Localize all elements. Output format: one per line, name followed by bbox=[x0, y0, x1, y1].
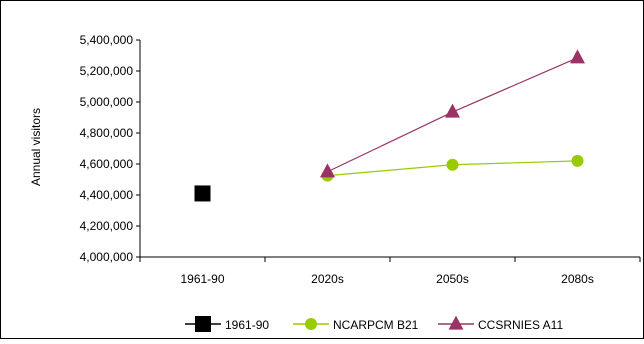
legend-label: CCSRNIES A11 bbox=[478, 318, 563, 332]
data-point bbox=[446, 158, 459, 171]
legend: 1961-90 NCARPCM B21 CCSRNIES A11 bbox=[185, 315, 563, 332]
data-point bbox=[571, 154, 584, 167]
legend-label: 1961-90 bbox=[225, 318, 269, 332]
x-tick-label: 2050s bbox=[436, 272, 469, 286]
y-tick-label: 4,200,000 bbox=[80, 219, 134, 233]
x-tick-label: 1961-90 bbox=[180, 272, 224, 286]
data-point bbox=[570, 49, 585, 64]
y-tick-label: 5,000,000 bbox=[80, 95, 134, 109]
legend-marker bbox=[305, 318, 317, 330]
y-tick-label: 4,600,000 bbox=[80, 157, 134, 171]
legend-marker bbox=[448, 315, 464, 330]
data-point bbox=[445, 103, 460, 118]
y-tick-label: 4,800,000 bbox=[80, 126, 134, 140]
y-tick-label: 4,000,000 bbox=[80, 250, 134, 264]
x-tick-label: 2080s bbox=[561, 272, 594, 286]
data-point bbox=[194, 185, 211, 202]
y-tick-label: 4,400,000 bbox=[80, 188, 134, 202]
y-axis-label: Annual visitors bbox=[29, 108, 43, 186]
data-point bbox=[320, 163, 335, 178]
legend-label: NCARPCM B21 bbox=[333, 318, 419, 332]
x-tick-label: 2020s bbox=[311, 272, 344, 286]
legend-marker bbox=[195, 316, 211, 332]
y-tick-label: 5,400,000 bbox=[80, 33, 134, 47]
plot-area: 4,000,000 4,200,000 4,400,000 4,600,000 4,80… bbox=[80, 33, 641, 286]
y-tick-label: 5,200,000 bbox=[80, 64, 134, 78]
